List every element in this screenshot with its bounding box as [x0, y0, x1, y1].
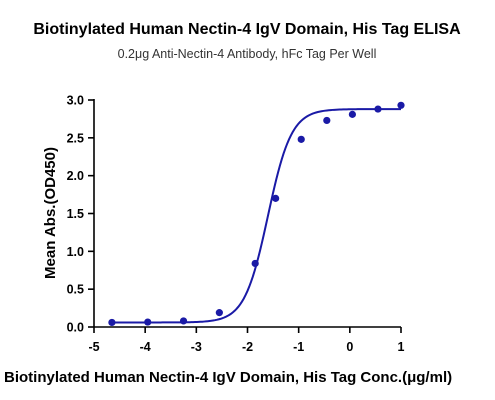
y-tick-label: 1.0: [67, 245, 84, 259]
data-point: [374, 105, 382, 113]
x-axis-label: Biotinylated Human Nectin-4 IgV Domain, …: [4, 369, 452, 386]
data-point: [251, 259, 259, 268]
x-axis: -5 -4 -3 -2 -1 0 1: [88, 326, 405, 354]
fit-curve: [111, 108, 401, 324]
y-tick-label: 1.5: [67, 207, 84, 221]
data-point: [272, 194, 280, 202]
data-point: [179, 317, 188, 325]
x-tick-label: -5: [88, 340, 99, 354]
x-tick-label: -3: [191, 340, 202, 354]
data-point: [348, 110, 356, 118]
data-points-layer: [108, 101, 405, 327]
y-tick-label: 2.0: [67, 169, 84, 183]
chart-subtitle: 0.2μg Anti-Nectin-4 Antibody, hFc Tag Pe…: [118, 47, 377, 61]
x-tick-label: 1: [398, 340, 405, 354]
y-tick-label: 2.5: [67, 131, 84, 145]
x-tick-label: 0: [346, 340, 353, 354]
y-tick-label: 0.5: [67, 283, 84, 297]
x-tick-label: -4: [140, 340, 151, 354]
chart-title: Biotinylated Human Nectin-4 IgV Domain, …: [33, 21, 461, 38]
data-point: [144, 318, 152, 326]
fit-curve-layer: [111, 108, 401, 324]
data-point: [215, 309, 223, 317]
y-axis-label: Mean Abs.(OD450): [42, 147, 59, 279]
y-axis: 0.0 0.5 1.0 1.5 2.0 2.5 3.0: [67, 94, 95, 335]
data-point: [397, 101, 405, 109]
x-tick-label: -2: [242, 340, 253, 354]
y-tick-label: 0.0: [67, 321, 84, 335]
x-tick-label: -1: [293, 340, 304, 354]
y-tick-label: 3.0: [67, 94, 84, 108]
data-point: [108, 318, 116, 327]
data-point: [297, 135, 305, 143]
data-point: [323, 116, 331, 125]
